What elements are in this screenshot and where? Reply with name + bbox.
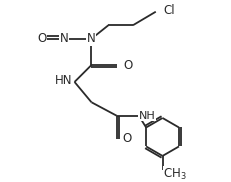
Text: N: N bbox=[87, 32, 95, 45]
Text: CH$_3$: CH$_3$ bbox=[163, 167, 186, 182]
Text: HN: HN bbox=[55, 74, 73, 87]
Text: O: O bbox=[37, 32, 46, 45]
Text: NH: NH bbox=[138, 111, 155, 121]
Text: Cl: Cl bbox=[163, 4, 174, 17]
Text: O: O bbox=[122, 132, 131, 145]
Text: N: N bbox=[60, 32, 68, 45]
Text: O: O bbox=[123, 59, 132, 72]
